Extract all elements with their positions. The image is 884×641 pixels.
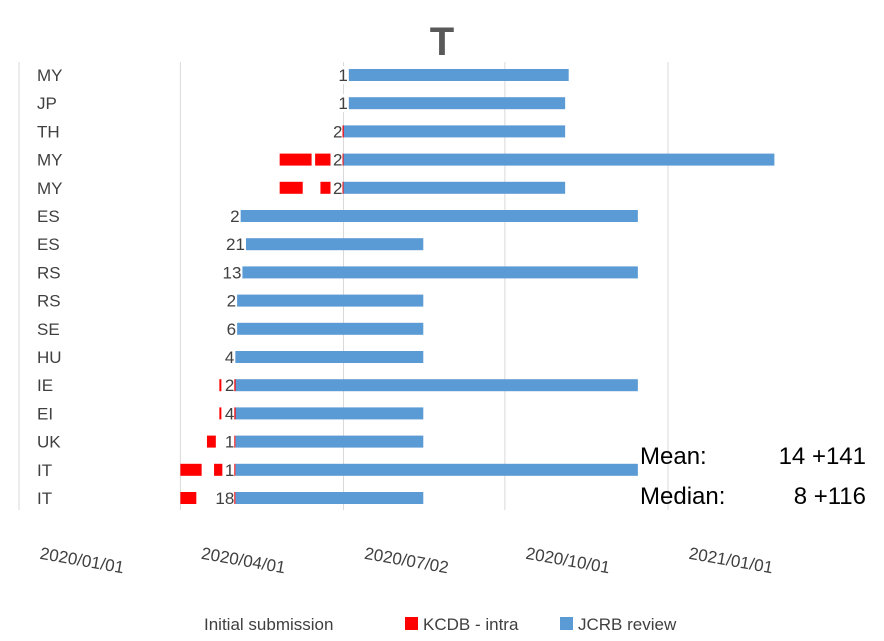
bar-value-label: 6 (227, 320, 236, 339)
value-label-background (222, 404, 235, 423)
y-category-label: SE (37, 320, 60, 339)
bar-kcdb-intra (180, 492, 197, 504)
bar-value-label: 21 (226, 235, 245, 254)
bar-kcdb-intra (219, 407, 222, 420)
bar-value-label: 2 (227, 292, 236, 311)
bar-value-label: 2 (230, 207, 239, 226)
bar-jcrb-review (237, 294, 424, 307)
value-label-background (222, 348, 235, 366)
y-category-label: MY (37, 151, 63, 170)
bar-jcrb-review (237, 322, 424, 335)
y-category-label: RS (37, 263, 61, 282)
x-tick-label: 2020/07/02 (363, 544, 450, 577)
bar-value-label: 2 (333, 151, 342, 170)
bars (180, 69, 775, 504)
value-label-background (224, 291, 237, 310)
bar-value-label: 18 (215, 489, 234, 508)
bar-value-label: 1 (338, 66, 347, 85)
bar-value-label: 1 (225, 461, 234, 480)
bar-value-label: 4 (225, 404, 234, 423)
value-label-background (222, 460, 235, 479)
bar-jcrb-review (235, 435, 424, 448)
bar-kcdb-intra (206, 435, 216, 448)
bar-jcrb-review (348, 69, 569, 81)
value-label-background (222, 432, 235, 451)
bar-jcrb-review (343, 181, 566, 194)
value-label-background (212, 489, 235, 507)
bar-jcrb-review (235, 492, 424, 504)
legend-swatch-kcdb-intra (405, 617, 418, 630)
value-label-background (222, 376, 235, 395)
bar-kcdb-intra (279, 181, 303, 194)
bar-value-label: 2 (333, 122, 342, 141)
bar-jcrb-review (235, 379, 638, 392)
x-tick-label: 2020/04/01 (200, 544, 287, 577)
y-category-label: ES (37, 235, 60, 254)
legend-label-jcrb-review: JCRB review (578, 615, 677, 634)
legend: Initial submission KCDB - intra JCRB rev… (204, 615, 677, 634)
y-category-label: EI (37, 404, 53, 423)
bar-kcdb-intra (279, 153, 312, 166)
legend-label-kcdb-intra: KCDB - intra (423, 615, 519, 634)
y-category-label: IT (37, 489, 52, 508)
mean-value: 14 +141 (779, 443, 866, 470)
bar-value-label: 2 (225, 376, 234, 395)
bar-kcdb-intra (233, 407, 236, 420)
chart-title: T (430, 20, 454, 64)
x-axis-ticks: 2020/01/01 2020/04/01 2020/07/02 2020/10/01… (38, 544, 774, 577)
value-label-background (222, 235, 245, 254)
x-tick-label: 2021/01/01 (687, 544, 774, 577)
value-label-background (335, 94, 348, 113)
x-tick-label: 2020/10/01 (524, 544, 611, 577)
bar-value-label: 1 (225, 433, 234, 452)
bar-jcrb-review (235, 351, 424, 363)
value-label-background (227, 207, 240, 225)
value-label-background (330, 122, 343, 141)
bar-jcrb-review (240, 210, 638, 222)
median-value: 8 +116 (794, 483, 866, 510)
y-category-label: IE (37, 376, 53, 395)
bar-jcrb-review (242, 266, 638, 279)
bar-value-label: 1 (338, 94, 347, 113)
bar-jcrb-review (343, 153, 775, 166)
bar-kcdb-intra (219, 379, 222, 392)
bar-kcdb-intra (341, 125, 344, 138)
bar-jcrb-review (235, 407, 424, 420)
y-category-label: ES (37, 207, 60, 226)
y-category-label: RS (37, 292, 61, 311)
bar-jcrb-review (235, 463, 638, 476)
legend-label-initial-submission: Initial submission (204, 615, 333, 634)
y-category-label: IT (37, 461, 52, 480)
value-label-background (330, 150, 343, 169)
value-label-background (330, 178, 343, 197)
bar-value-label: 13 (223, 263, 242, 282)
median-label: Median: (640, 483, 725, 510)
legend-swatch-jcrb-review (560, 617, 573, 630)
value-label-background (335, 66, 348, 84)
bar-jcrb-review (343, 125, 566, 138)
bar-jcrb-review (245, 238, 424, 251)
y-category-label: JP (37, 94, 57, 113)
y-category-label: HU (37, 348, 62, 367)
value-label-background (224, 319, 237, 338)
bar-kcdb-intra (180, 463, 202, 476)
y-axis-labels: MY JP TH MY MY ES ES RS RS SE HU IE EI UK IT IT (37, 66, 63, 508)
y-category-label: UK (37, 433, 61, 452)
y-category-label: MY (37, 66, 63, 85)
bar-value-label: 2 (333, 179, 342, 198)
bar-jcrb-review (348, 97, 566, 110)
y-category-label: TH (37, 122, 60, 141)
y-category-label: MY (37, 179, 63, 198)
bar-kcdb-intra (233, 379, 236, 392)
value-label-background (219, 263, 242, 282)
mean-label: Mean: (640, 443, 707, 470)
bar-value-label: 4 (225, 348, 234, 367)
x-tick-label: 2020/01/01 (38, 544, 125, 577)
